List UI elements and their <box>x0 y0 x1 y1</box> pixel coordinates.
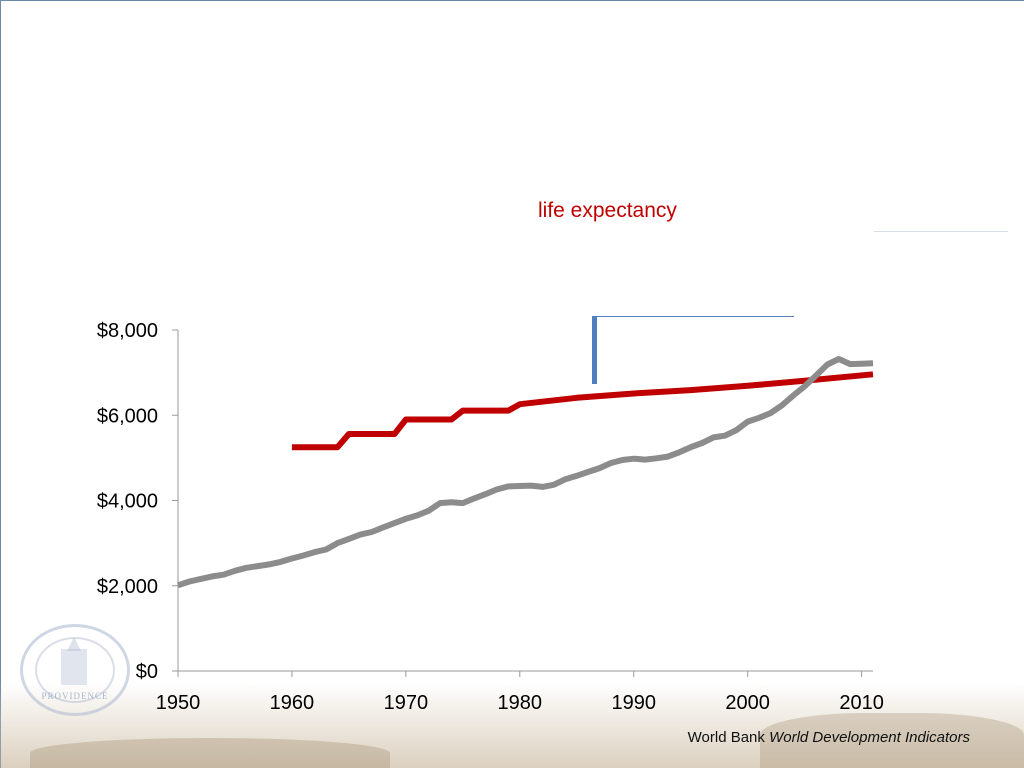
seal-word: PROVIDENCE <box>41 691 109 701</box>
x-tick-label: 1970 <box>384 692 429 714</box>
source-title: World Development Indicators <box>769 729 970 746</box>
y-tick-label: $6,000 <box>97 405 158 427</box>
slide-left-border <box>0 0 1 768</box>
y-tick-label: $4,000 <box>97 491 158 513</box>
gdp-per-capita-line <box>177 356 874 589</box>
source-prefix: World Bank <box>687 729 765 746</box>
life-expectancy-label: life expectancy <box>538 199 677 222</box>
life-expectancy-line <box>291 371 874 451</box>
source-citation: World Bank World Development Indicators <box>688 729 970 746</box>
y-tick-label: $2,000 <box>97 576 158 598</box>
background-hill <box>760 713 1024 768</box>
x-tick-label: 1980 <box>498 692 543 714</box>
x-tick-label: 1950 <box>156 692 201 714</box>
x-tick-label: 1990 <box>611 692 656 714</box>
chart-axes: $0 $2,000 $4,000 $6,000 $8,000 1950 1960 1970 19… <box>97 320 884 714</box>
background-hill <box>30 738 390 768</box>
chart-lines <box>177 356 874 589</box>
background-photo-strip <box>0 683 1024 768</box>
x-tick-label: 1960 <box>270 692 315 714</box>
x-tick-label: 2010 <box>839 692 884 714</box>
seal-inner-ring <box>35 637 115 703</box>
seal-building-icon <box>61 649 87 685</box>
callout-bracket-horizontal <box>595 316 794 317</box>
y-tick-label: $0 <box>136 661 158 683</box>
x-tick-label: 2000 <box>725 692 770 714</box>
callout-bracket-vertical <box>592 316 597 384</box>
title-rule <box>874 231 1008 232</box>
y-tick-label: $8,000 <box>97 320 158 342</box>
slide-top-border <box>0 0 1024 1</box>
seal-roof-icon <box>67 637 81 651</box>
providence-seal-logo: PROVIDENCE <box>20 624 130 716</box>
